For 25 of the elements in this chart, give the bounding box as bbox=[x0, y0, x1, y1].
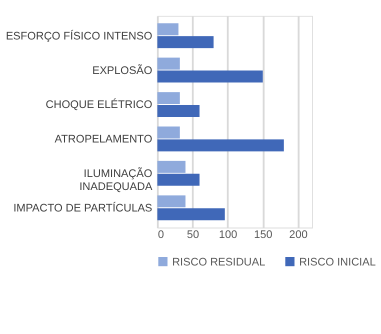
x-tick-label: 0 bbox=[158, 229, 164, 242]
bar bbox=[157, 92, 180, 104]
y-tick-label: EXPLOSÃO bbox=[92, 64, 153, 77]
y-tick-label: CHOQUE ELÉTRICO bbox=[46, 98, 153, 112]
y-tick-label: ATROPELAMENTO bbox=[54, 134, 153, 146]
legend-label: RISCO RESIDUAL bbox=[172, 256, 266, 268]
x-tick-label: 200 bbox=[289, 229, 308, 242]
x-tick-label: 50 bbox=[186, 229, 200, 242]
x-tick-label: 150 bbox=[254, 229, 272, 242]
y-tick-label: IMPACTO DE PARTÍCULAS bbox=[13, 201, 152, 214]
bar bbox=[157, 208, 225, 220]
bar bbox=[157, 126, 180, 138]
bar bbox=[157, 36, 214, 48]
bar bbox=[157, 70, 263, 83]
legend-label: RISCO INICIAL bbox=[299, 256, 376, 268]
bar bbox=[157, 23, 178, 36]
bar bbox=[157, 174, 200, 186]
bar bbox=[157, 139, 284, 152]
x-tick-label: 100 bbox=[218, 229, 238, 242]
y-tick-label: ILUMINAÇÃO INADEQUADA bbox=[79, 167, 153, 193]
bar bbox=[157, 104, 200, 117]
bar bbox=[157, 58, 180, 70]
bar bbox=[157, 195, 186, 208]
y-tick-label: ESFORÇO FÍSICO INTENSO bbox=[6, 29, 153, 42]
bar bbox=[157, 160, 186, 173]
